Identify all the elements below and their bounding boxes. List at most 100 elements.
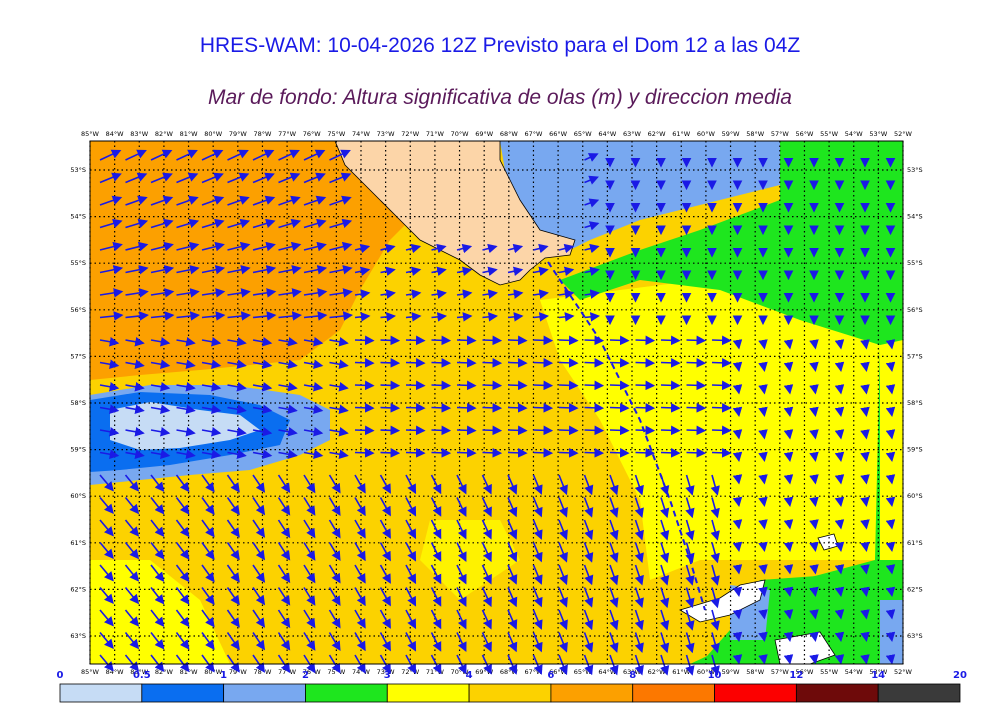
direction-arrow xyxy=(758,609,768,620)
direction-arrow xyxy=(201,382,222,392)
direction-arrow xyxy=(99,496,114,515)
direction-arrow xyxy=(430,609,442,630)
direction-arrow xyxy=(278,382,298,392)
direction-arrow xyxy=(507,403,528,413)
direction-arrow xyxy=(860,339,870,350)
direction-arrow xyxy=(456,335,477,346)
direction-arrow xyxy=(732,654,743,665)
lon-label-top: 78°W xyxy=(253,130,272,138)
direction-arrow xyxy=(732,564,743,575)
direction-arrow xyxy=(252,195,276,206)
direction-arrow xyxy=(176,427,196,437)
direction-arrow xyxy=(226,564,240,583)
direction-arrow xyxy=(125,427,145,437)
lon-label-top: 52°W xyxy=(894,130,913,138)
lon-label-top: 53°W xyxy=(869,130,888,138)
direction-arrow xyxy=(354,358,375,368)
direction-arrow xyxy=(150,497,165,515)
direction-arrow xyxy=(226,632,240,651)
direction-arrow xyxy=(809,564,819,575)
direction-arrow xyxy=(252,149,275,161)
direction-arrow xyxy=(507,266,524,277)
direction-arrow xyxy=(481,542,492,563)
lat-label-left: 62°S xyxy=(70,585,86,593)
colorbar-tick-label: 8 xyxy=(629,670,636,681)
lon-label-top: 54°W xyxy=(845,130,864,138)
direction-arrow xyxy=(710,609,720,631)
direction-arrow xyxy=(507,380,528,391)
direction-arrow xyxy=(710,564,720,586)
direction-arrow xyxy=(150,311,175,321)
direction-arrow xyxy=(252,172,275,184)
direction-arrow xyxy=(277,587,291,606)
direction-arrow xyxy=(252,288,277,298)
direction-arrow xyxy=(226,474,240,493)
direction-arrow xyxy=(481,474,492,495)
colorbar-labels: 0 0.5 1 2 3 4 6 8 10 12 14 20 xyxy=(57,670,967,681)
direction-arrow xyxy=(201,241,225,252)
direction-arrow xyxy=(584,198,600,208)
direction-arrow xyxy=(860,631,870,642)
direction-arrow xyxy=(885,429,896,440)
direction-arrow xyxy=(584,448,605,458)
direction-arrow xyxy=(379,632,391,652)
direction-arrow xyxy=(201,149,224,161)
direction-arrow xyxy=(686,380,707,391)
direction-arrow xyxy=(175,474,190,493)
direction-arrow xyxy=(303,497,316,516)
direction-arrow xyxy=(609,403,630,413)
colorbar-tick-label: 10 xyxy=(708,670,722,681)
direction-arrow xyxy=(758,519,768,530)
direction-arrow xyxy=(634,564,644,586)
direction-arrow xyxy=(303,337,324,347)
direction-arrow xyxy=(176,149,198,161)
lat-label-left: 57°S xyxy=(70,352,86,360)
direction-arrow xyxy=(201,427,222,437)
direction-arrow xyxy=(533,289,549,299)
direction-arrow xyxy=(634,632,644,653)
direction-arrow xyxy=(558,380,579,391)
direction-arrow xyxy=(634,609,644,631)
direction-arrow xyxy=(609,542,619,563)
direction-arrow xyxy=(176,218,200,229)
direction-arrow xyxy=(885,654,896,665)
direction-arrow xyxy=(783,519,794,530)
direction-arrow xyxy=(124,631,140,650)
direction-arrow xyxy=(583,542,594,563)
direction-arrow xyxy=(456,587,467,607)
direction-arrow xyxy=(252,542,266,561)
direction-arrow xyxy=(431,335,452,346)
direction-arrow xyxy=(124,586,140,605)
direction-arrow xyxy=(660,425,681,436)
direction-arrow xyxy=(380,312,397,322)
direction-arrow xyxy=(532,564,543,585)
direction-arrow xyxy=(354,587,366,607)
direction-arrow xyxy=(558,587,568,608)
lon-label-bottom: 83°W xyxy=(130,668,149,676)
direction-arrow xyxy=(303,149,326,161)
lon-label-bottom: 75°W xyxy=(327,668,346,676)
direction-arrow xyxy=(584,358,605,368)
direction-arrow xyxy=(329,359,349,369)
direction-arrow xyxy=(758,451,768,462)
lon-label-bottom: 82°W xyxy=(155,668,174,676)
direction-arrow xyxy=(380,403,401,413)
direction-arrow xyxy=(507,542,518,563)
direction-arrow xyxy=(99,382,120,392)
direction-arrow xyxy=(532,609,543,630)
direction-arrow xyxy=(430,632,442,652)
direction-arrow xyxy=(328,474,341,494)
direction-arrow xyxy=(227,311,251,321)
direction-arrow xyxy=(201,609,215,628)
direction-arrow xyxy=(99,337,120,347)
direction-arrow xyxy=(252,359,273,369)
direction-arrow xyxy=(329,404,349,414)
direction-arrow xyxy=(583,609,594,631)
direction-arrow xyxy=(379,542,391,562)
direction-arrow xyxy=(201,632,215,650)
direction-arrow xyxy=(533,358,554,368)
direction-arrow xyxy=(558,358,579,368)
lon-label-top: 61°W xyxy=(672,130,691,138)
direction-arrow xyxy=(175,654,190,673)
direction-arrow xyxy=(609,358,630,368)
